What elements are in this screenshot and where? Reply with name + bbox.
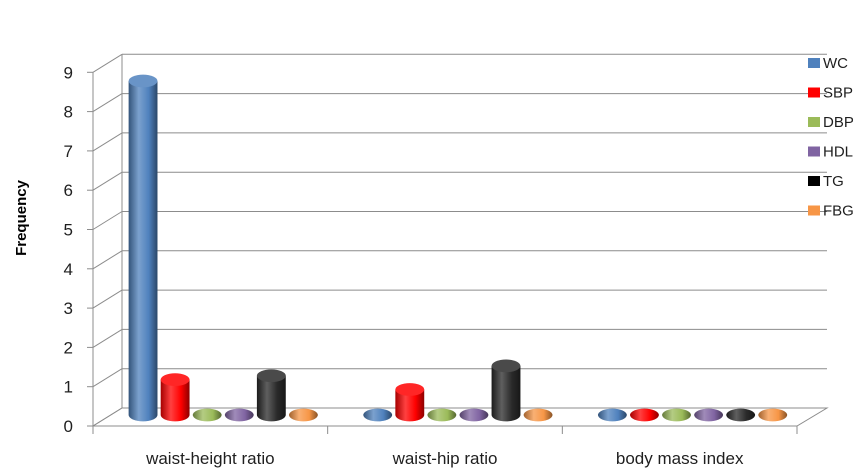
gridline-depth xyxy=(92,289,123,309)
bar-hdl xyxy=(694,408,724,422)
bars xyxy=(128,74,788,422)
x-category-label: waist-hip ratio xyxy=(392,449,498,468)
y-tick-label: 0 xyxy=(64,417,73,436)
legend-swatch xyxy=(808,87,820,98)
bar-dbp xyxy=(662,408,691,422)
bar-sbp xyxy=(630,408,659,422)
bar-top xyxy=(128,74,158,88)
bar-dbp xyxy=(427,408,457,422)
x-category-label: waist-height ratio xyxy=(145,449,275,468)
bar-top xyxy=(160,373,190,386)
y-tick-label: 1 xyxy=(64,378,73,397)
legend-label: SBP xyxy=(823,85,853,102)
legend-item-hdl: HDL xyxy=(808,144,853,161)
legend-item-fbg: FBG xyxy=(808,203,854,220)
bar-wc xyxy=(363,408,393,422)
bar-hdl xyxy=(459,408,489,422)
y-tick-label: 6 xyxy=(64,181,73,200)
legend-label: DBP xyxy=(823,114,854,131)
bar-top xyxy=(395,383,425,396)
bar-sbp xyxy=(160,373,190,422)
category-labels: waist-height ratio waist-hip ratio body ma… xyxy=(145,449,744,468)
bar-flat xyxy=(726,408,756,422)
bar-flat xyxy=(363,408,393,422)
bar-body xyxy=(491,365,521,422)
bar-fbg xyxy=(758,408,788,422)
bar-tg xyxy=(256,369,286,422)
legend-item-sbp: SBP xyxy=(808,85,853,102)
bar-flat xyxy=(192,408,222,422)
bar-body xyxy=(395,389,425,422)
y-tick-label: 5 xyxy=(64,221,73,240)
y-tick-label: 8 xyxy=(64,103,73,122)
gridline-depth xyxy=(92,93,123,113)
legend-item-tg: TG xyxy=(808,173,844,190)
legend-item-dbp: DBP xyxy=(808,114,854,131)
gridline-depth xyxy=(92,171,123,191)
bar-flat xyxy=(224,408,254,422)
legend-label: WC xyxy=(823,55,848,72)
y-tick-label: 4 xyxy=(64,260,73,279)
legend-label: FBG xyxy=(823,203,854,220)
bar-flat xyxy=(459,408,489,422)
bar-fbg xyxy=(523,408,553,422)
gridline-depth xyxy=(92,328,123,348)
bar-tg xyxy=(491,359,521,422)
bar-body xyxy=(128,80,158,422)
bar-fbg xyxy=(288,408,318,422)
legend-swatch xyxy=(808,205,820,216)
bar-flat xyxy=(288,408,318,422)
bar-sbp xyxy=(395,383,425,422)
bar-flat xyxy=(523,408,553,422)
bar-top xyxy=(491,359,521,373)
axes xyxy=(87,54,829,434)
bar-hdl xyxy=(224,408,254,422)
y-tick-label: 9 xyxy=(64,63,73,82)
legend-swatch xyxy=(808,58,820,68)
bar-flat xyxy=(694,408,724,422)
bar-body xyxy=(256,375,286,422)
y-tick-label: 7 xyxy=(64,142,73,161)
legend-label: HDL xyxy=(823,144,853,161)
bar-body xyxy=(160,379,190,422)
legend-swatch xyxy=(808,117,820,127)
gridline-depth xyxy=(92,211,123,230)
bar-wc xyxy=(128,74,158,422)
gridline-depth xyxy=(92,368,123,388)
y-tick-label: 2 xyxy=(64,338,73,357)
gridline-depth xyxy=(92,132,123,152)
gridlines xyxy=(92,53,827,427)
legend-swatch xyxy=(808,146,820,157)
bar-flat xyxy=(427,408,457,422)
bar-wc xyxy=(597,408,627,422)
y-tick-label: 3 xyxy=(64,299,73,318)
legend-label: TG xyxy=(823,173,844,190)
bar-flat xyxy=(758,408,788,422)
bar-flat xyxy=(662,408,691,422)
legend: WC SBP DBP HDL TG FBG xyxy=(808,55,854,220)
tick-labels: 0 1 2 3 4 5 6 7 8 9 xyxy=(64,63,73,436)
bar-top xyxy=(256,369,286,383)
legend-swatch xyxy=(808,176,820,186)
bar-flat xyxy=(630,408,659,422)
y-axis-title: Frequency xyxy=(13,179,30,256)
bar-tg xyxy=(726,408,756,422)
gridline-depth xyxy=(92,53,123,73)
bar-dbp xyxy=(192,408,222,422)
x-category-label: body mass index xyxy=(616,449,744,468)
legend-item-wc: WC xyxy=(808,55,848,72)
gridline-depth xyxy=(92,250,123,270)
bar-flat xyxy=(597,408,627,422)
